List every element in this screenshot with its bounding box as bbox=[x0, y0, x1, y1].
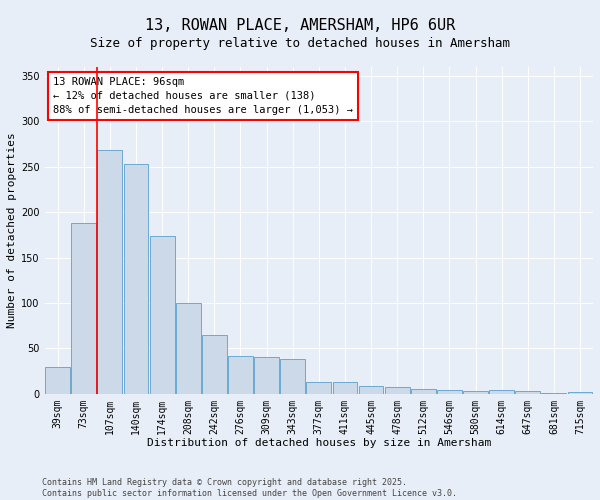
Bar bbox=[385, 388, 410, 394]
Bar bbox=[124, 164, 148, 394]
Bar bbox=[176, 303, 200, 394]
Bar bbox=[332, 382, 358, 394]
Bar bbox=[541, 393, 566, 394]
Text: Contains HM Land Registry data © Crown copyright and database right 2025.
Contai: Contains HM Land Registry data © Crown c… bbox=[42, 478, 457, 498]
Bar bbox=[568, 392, 592, 394]
Y-axis label: Number of detached properties: Number of detached properties bbox=[7, 132, 17, 328]
Bar bbox=[254, 356, 279, 394]
Bar bbox=[515, 391, 540, 394]
Bar bbox=[437, 390, 462, 394]
Bar bbox=[97, 150, 122, 394]
Bar bbox=[307, 382, 331, 394]
Bar bbox=[280, 360, 305, 394]
Bar bbox=[489, 390, 514, 394]
Bar bbox=[202, 335, 227, 394]
Text: 13, ROWAN PLACE, AMERSHAM, HP6 6UR: 13, ROWAN PLACE, AMERSHAM, HP6 6UR bbox=[145, 18, 455, 32]
Text: Size of property relative to detached houses in Amersham: Size of property relative to detached ho… bbox=[90, 38, 510, 51]
Bar bbox=[71, 223, 96, 394]
Bar bbox=[45, 366, 70, 394]
Bar bbox=[411, 389, 436, 394]
X-axis label: Distribution of detached houses by size in Amersham: Distribution of detached houses by size … bbox=[147, 438, 491, 448]
Bar bbox=[228, 356, 253, 394]
Text: 13 ROWAN PLACE: 96sqm
← 12% of detached houses are smaller (138)
88% of semi-det: 13 ROWAN PLACE: 96sqm ← 12% of detached … bbox=[53, 76, 353, 114]
Bar bbox=[150, 236, 175, 394]
Bar bbox=[463, 391, 488, 394]
Bar bbox=[359, 386, 383, 394]
